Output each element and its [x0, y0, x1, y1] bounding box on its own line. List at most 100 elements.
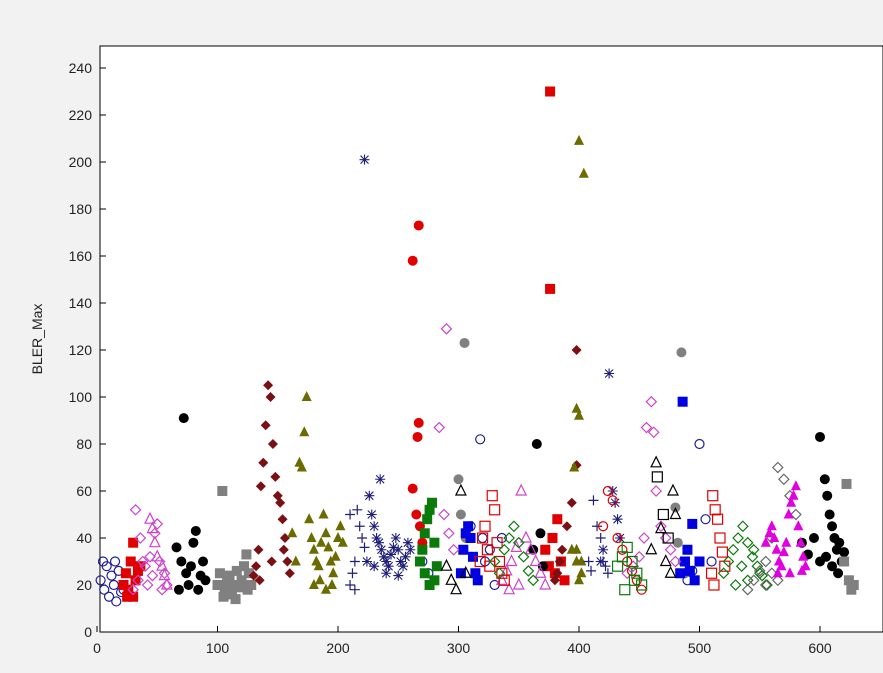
- scatter-point: [508, 520, 520, 533]
- scatter-point: [756, 569, 769, 582]
- scatter-point: [278, 544, 289, 555]
- scatter-point: [761, 579, 773, 591]
- scatter-point: [103, 591, 115, 602]
- y-tick-label: 200: [69, 154, 93, 170]
- scatter-point: [193, 584, 204, 595]
- scatter-point: [531, 439, 542, 449]
- scatter-point: [808, 533, 819, 543]
- scatter-point: [545, 283, 556, 294]
- scatter-point: [230, 594, 241, 605]
- scatter-point: [746, 550, 759, 563]
- scatter-point: [520, 530, 532, 543]
- scatter-point: [711, 513, 724, 525]
- scatter-point: [771, 574, 784, 587]
- scatter-point: [313, 560, 324, 571]
- scatter-point: [429, 575, 440, 586]
- scatter-point: [543, 561, 554, 572]
- scatter-point: [640, 421, 653, 434]
- scatter-point: [651, 471, 663, 483]
- scatter-point: [178, 413, 189, 424]
- scatter-point: [512, 577, 525, 590]
- scatter-point: [534, 565, 547, 578]
- scatter-point: [402, 537, 413, 548]
- scatter-point: [95, 575, 106, 586]
- scatter-point: [120, 568, 131, 579]
- scatter-point: [729, 579, 742, 591]
- scatter-point: [583, 556, 594, 567]
- scatter-point: [786, 496, 797, 507]
- scatter-point: [171, 542, 182, 553]
- scatter-point: [426, 497, 437, 508]
- scatter-point: [378, 551, 389, 562]
- scatter-point: [662, 532, 674, 544]
- scatter-point: [349, 556, 360, 567]
- scatter-point: [388, 542, 399, 553]
- scatter-point: [592, 521, 603, 532]
- scatter-point: [612, 532, 623, 544]
- scatter-point: [323, 541, 334, 552]
- scatter-point: [547, 533, 558, 543]
- scatter-point: [129, 503, 142, 516]
- scatter-point: [359, 542, 370, 553]
- scatter-point: [498, 543, 511, 556]
- scatter-point: [778, 546, 789, 557]
- scatter-point: [498, 574, 510, 586]
- scatter-point: [413, 417, 424, 428]
- scatter-point: [219, 584, 230, 595]
- scatter-point: [839, 556, 850, 567]
- scatter-point: [217, 486, 228, 496]
- scatter-point: [345, 580, 356, 590]
- scatter-point: [602, 568, 613, 579]
- scatter-point: [183, 580, 194, 590]
- scatter-point: [824, 509, 835, 520]
- scatter-point: [190, 525, 201, 536]
- x-tick-label: 200: [326, 640, 350, 656]
- scatter-point: [612, 514, 623, 525]
- scatter-point: [299, 426, 310, 437]
- scatter-point: [600, 561, 611, 572]
- scatter-point: [470, 568, 481, 579]
- scatter-point: [834, 537, 845, 548]
- scatter-point: [759, 555, 772, 568]
- scatter-point: [185, 561, 196, 572]
- scatter-point: [369, 521, 380, 532]
- scatter-point: [766, 520, 777, 531]
- scatter-point: [108, 579, 119, 591]
- scatter-point: [839, 547, 850, 558]
- scatter-point: [510, 540, 523, 553]
- scatter-point: [156, 583, 168, 596]
- scatter-point: [566, 497, 577, 508]
- scatter-point: [493, 567, 506, 580]
- y-tick-label: 140: [69, 295, 93, 311]
- scatter-point: [160, 577, 173, 590]
- scatter-point: [717, 567, 730, 580]
- y-tick-label: 220: [69, 107, 93, 123]
- scatter-point: [364, 490, 375, 501]
- scatter-point: [474, 555, 486, 568]
- scatter-point: [236, 575, 247, 586]
- scatter-point: [381, 568, 392, 579]
- scatter-point: [400, 551, 411, 562]
- scatter-point: [561, 521, 572, 532]
- scatter-point: [524, 542, 537, 555]
- scatter-point: [279, 533, 290, 543]
- scatter-point: [682, 544, 693, 555]
- scatter-point: [496, 567, 508, 579]
- scatter-point: [301, 391, 312, 401]
- scatter-point: [241, 549, 252, 560]
- scatter-point: [263, 380, 274, 391]
- scatter-point: [148, 527, 161, 540]
- scatter-point: [672, 537, 683, 548]
- scatter-point: [602, 485, 614, 497]
- scatter-point: [212, 580, 223, 590]
- scatter-point: [557, 544, 568, 555]
- scatter-point: [753, 567, 766, 580]
- scatter-point: [753, 565, 766, 577]
- scatter-point: [316, 536, 327, 547]
- scatter-point: [337, 536, 348, 547]
- scatter-point: [218, 591, 229, 602]
- scatter-point: [722, 555, 735, 568]
- y-tick-label: 80: [76, 436, 92, 452]
- scatter-point: [151, 549, 164, 562]
